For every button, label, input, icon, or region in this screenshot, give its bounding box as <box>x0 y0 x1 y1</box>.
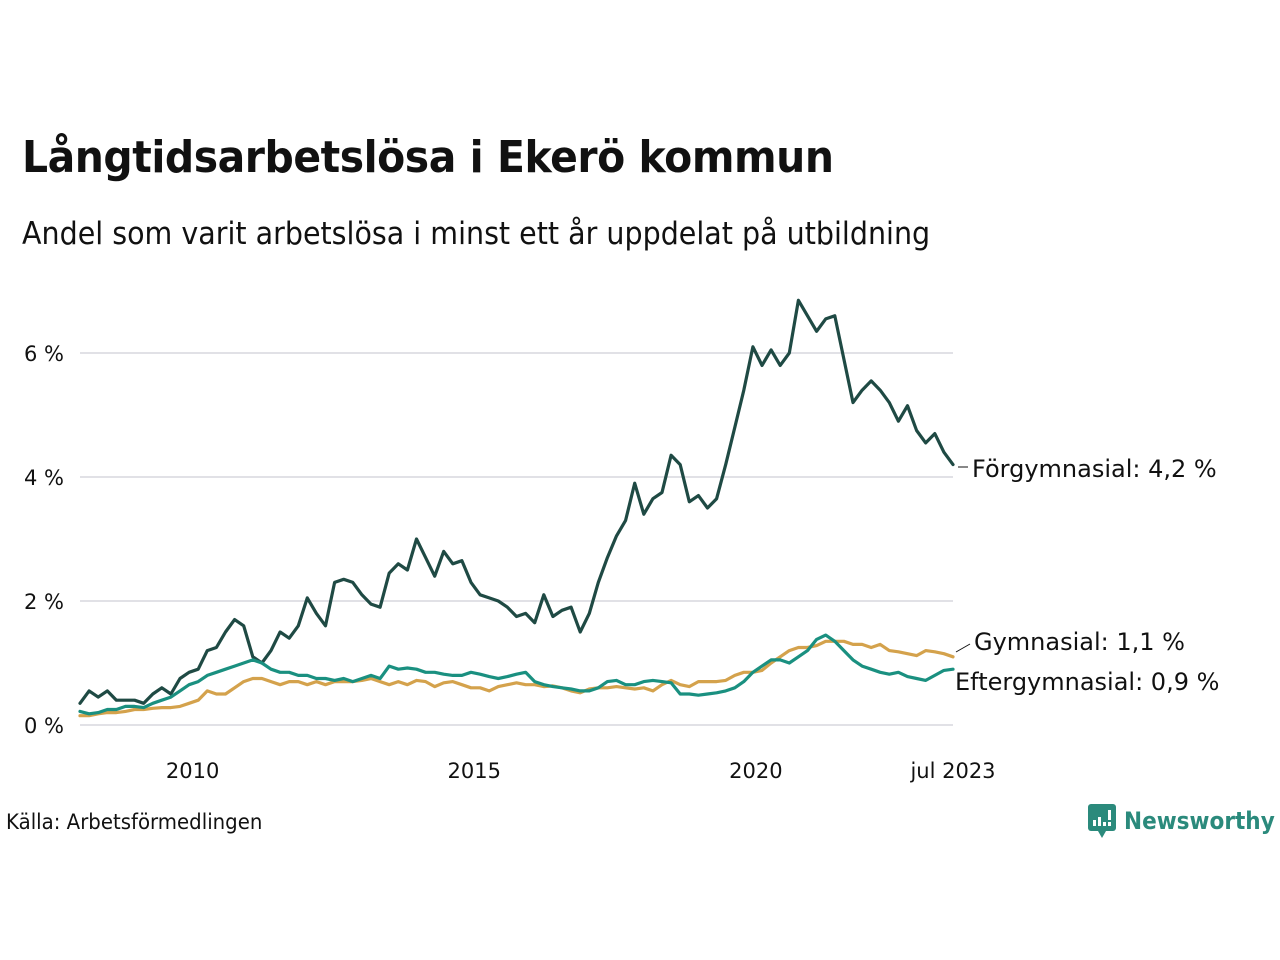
y-tick-label: 2 % <box>24 590 64 614</box>
y-axis-ticks: 0 % 2 % 4 % 6 % <box>24 342 64 738</box>
series-lines <box>78 298 955 718</box>
x-axis-ticks: 2010 2015 2020 jul 2023 <box>166 759 996 783</box>
y-tick-label: 6 % <box>24 342 64 366</box>
series-end-label: Förgymnasial: 4,2 % <box>972 455 1217 483</box>
series-end-labels: Förgymnasial: 4,2 % Gymnasial: 1,1 % Efter… <box>955 455 1219 696</box>
chart-title: Långtidsarbetslösa i Ekerö kommun <box>22 132 834 183</box>
newsworthy-logo-icon <box>1088 804 1116 838</box>
x-tick-label: 2010 <box>166 759 219 783</box>
source-note: Källa: Arbetsförmedlingen <box>6 810 263 834</box>
chart-subtitle: Andel som varit arbetslösa i minst ett å… <box>22 216 931 252</box>
x-tick-label: 2015 <box>448 759 501 783</box>
label-leader-line <box>955 643 971 653</box>
gridlines <box>80 352 953 726</box>
series-line-eftergymnasial <box>78 633 955 716</box>
series-line-gymnasial <box>78 639 955 718</box>
series-line-förgymnasial <box>78 298 955 705</box>
series-end-label: Eftergymnasial: 0,9 % <box>955 668 1219 696</box>
newsworthy-logo: Newsworthy <box>1088 804 1280 838</box>
series-end-label: Gymnasial: 1,1 % <box>974 628 1185 656</box>
x-tick-label: jul 2023 <box>909 759 995 783</box>
y-tick-label: 0 % <box>24 714 64 738</box>
y-tick-label: 4 % <box>24 466 64 490</box>
newsworthy-logo-text: Newsworthy <box>1124 807 1275 835</box>
x-tick-label: 2020 <box>729 759 782 783</box>
